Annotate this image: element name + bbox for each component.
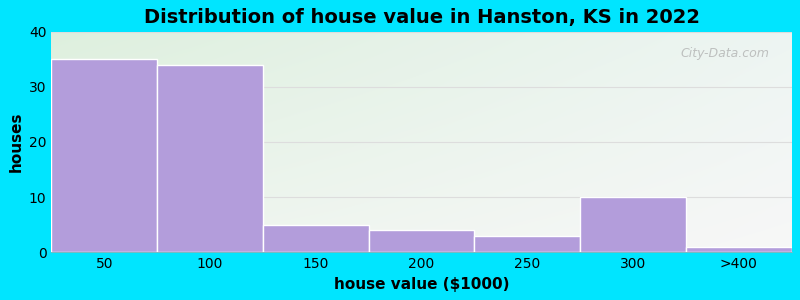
Bar — [686, 247, 792, 252]
X-axis label: house value ($1000): house value ($1000) — [334, 277, 510, 292]
Bar — [51, 59, 157, 252]
Bar — [369, 230, 474, 252]
Text: City-Data.com: City-Data.com — [681, 47, 770, 60]
Bar — [580, 197, 686, 252]
Title: Distribution of house value in Hanston, KS in 2022: Distribution of house value in Hanston, … — [143, 8, 699, 27]
Bar — [157, 65, 263, 252]
Bar — [474, 236, 580, 252]
Y-axis label: houses: houses — [8, 112, 23, 172]
Bar — [263, 225, 369, 252]
